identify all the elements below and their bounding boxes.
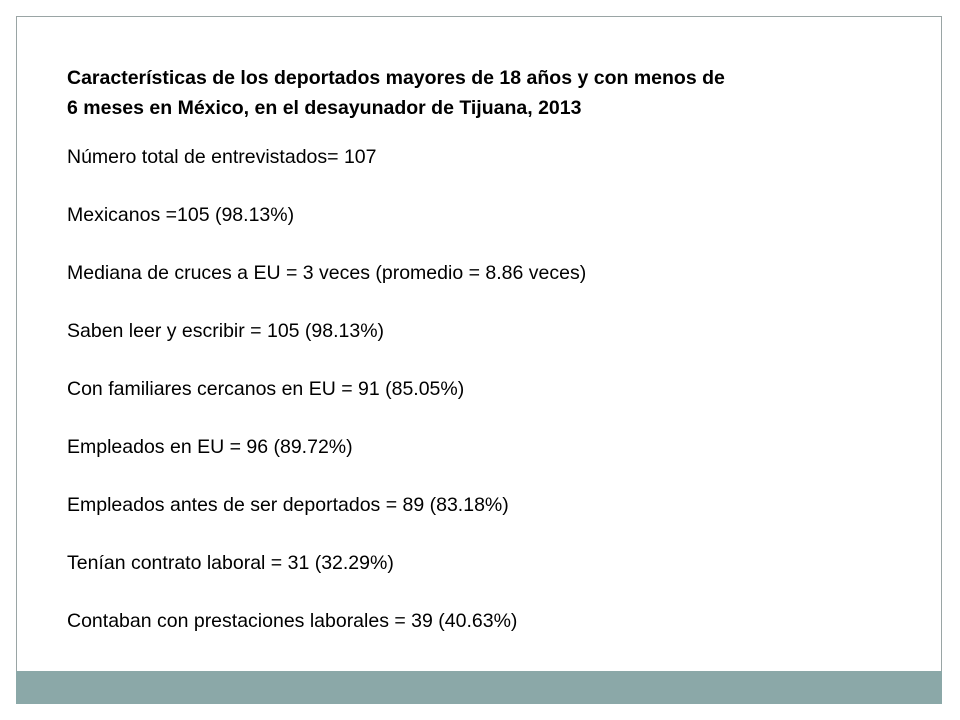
stat-mexicans: Mexicanos =105 (98.13%) bbox=[67, 204, 295, 226]
stat-employed-before-deportation: Empleados antes de ser deportados = 89 (… bbox=[67, 494, 509, 516]
stat-border-crossings: Mediana de cruces a EU = 3 veces (promed… bbox=[67, 262, 587, 284]
slide-title: Características de los deportados mayore… bbox=[67, 63, 917, 123]
title-line-2: 6 meses en México, en el desayunador de … bbox=[67, 97, 582, 119]
stat-total-interviewed: Número total de entrevistados= 107 bbox=[67, 146, 377, 168]
footer-band bbox=[16, 671, 942, 704]
slide-frame bbox=[16, 16, 942, 704]
slide-content: Características de los deportados mayore… bbox=[67, 63, 917, 664]
stat-labor-contract: Tenían contrato laboral = 31 (32.29%) bbox=[67, 552, 394, 574]
stat-labor-benefits: Contaban con prestaciones laborales = 39… bbox=[67, 610, 518, 632]
title-line-1: Características de los deportados mayore… bbox=[67, 67, 725, 89]
stat-close-family-us: Con familiares cercanos en EU = 91 (85.0… bbox=[67, 378, 465, 400]
stat-literacy: Saben leer y escribir = 105 (98.13%) bbox=[67, 320, 385, 342]
stat-employed-us: Empleados en EU = 96 (89.72%) bbox=[67, 436, 353, 458]
